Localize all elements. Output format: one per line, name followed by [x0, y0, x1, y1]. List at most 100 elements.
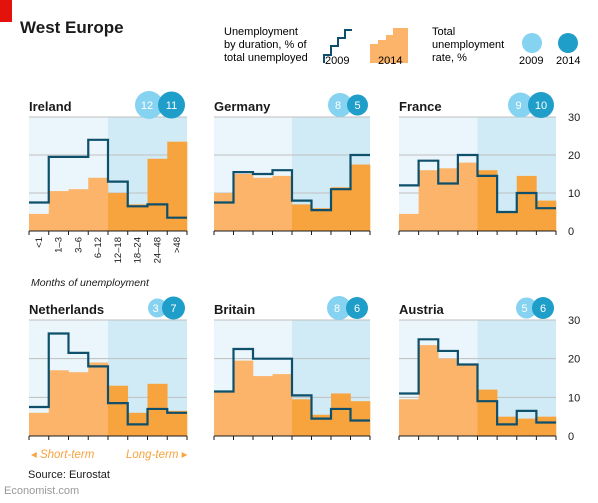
- panel-ireland: Ireland 12 11 <1 1–3 3–6 6–12 12–18 18–24 24–48 >4…: [28, 91, 188, 289]
- legend-year-2009: 2009: [325, 55, 349, 67]
- rate-label-2009: 8: [334, 303, 340, 315]
- bar-2014: [350, 164, 371, 231]
- brand-tab: [0, 0, 12, 22]
- legend-circle-2009: [522, 33, 542, 53]
- rate-circle-2014: [347, 94, 368, 116]
- country-name: Britain: [214, 302, 255, 317]
- bar-2014: [253, 376, 273, 436]
- bar-2014: [214, 391, 234, 436]
- rate-circle-2009: [135, 91, 163, 119]
- legend-duration-label: total unemployed: [224, 52, 308, 64]
- bar-2014: [536, 416, 557, 436]
- bar-2014: [167, 141, 188, 231]
- rate-label-2009: 8: [335, 100, 341, 112]
- bar-2014: [147, 158, 168, 231]
- rate-label-2014: 7: [170, 303, 176, 315]
- rate-label-2014: 10: [535, 100, 547, 112]
- bar-2014: [399, 213, 419, 231]
- bar-2014: [457, 162, 478, 231]
- legend-duration-label: Unemployment: [224, 26, 298, 38]
- rate-label-2014: 6: [354, 303, 360, 315]
- panel-britain: Britain 8 6: [213, 296, 371, 440]
- rate-circle-2014: [528, 92, 554, 118]
- bar-2014: [272, 175, 293, 231]
- rate-label-2014: 6: [540, 303, 546, 315]
- rate-label-2009: 5: [521, 303, 527, 315]
- x-tick-label: <1: [34, 237, 45, 248]
- page-title: West Europe: [20, 18, 124, 37]
- rate-circle-2014: [346, 297, 368, 319]
- bar-2014: [167, 410, 188, 436]
- source-note: Source: Eurostat: [28, 469, 110, 481]
- bar-2014: [418, 345, 439, 436]
- bar-2014: [48, 370, 69, 436]
- bar-2014: [331, 393, 351, 436]
- bar-2014: [350, 401, 371, 436]
- legend-year-2014: 2014: [378, 55, 402, 67]
- bar-2014: [108, 193, 129, 231]
- rate-circle-2009: [327, 296, 351, 320]
- rate-label-2009: 3: [152, 303, 158, 315]
- bar-2014: [311, 414, 332, 436]
- bar-2014: [68, 372, 89, 436]
- bar-2014: [418, 170, 439, 231]
- line-2009: [399, 153, 556, 214]
- panel-france: France 9 10 0 10 20 30: [398, 92, 580, 238]
- y-tick-label: 30: [568, 112, 580, 124]
- x-tick-label: 6–12: [93, 237, 104, 258]
- rate-circle-2009: [508, 92, 533, 118]
- rate-label-2009: 9: [515, 100, 521, 112]
- legend-year-2009: 2009: [519, 55, 543, 67]
- x-tick-label: 12–18: [113, 237, 124, 263]
- bar-2014: [88, 177, 109, 231]
- panel-austria: Austria 5 6 0 10 20 30: [398, 297, 580, 443]
- bar-2014: [399, 399, 419, 436]
- rate-label-2009: 12: [141, 100, 153, 112]
- bar-2014: [214, 193, 234, 231]
- country-name: Germany: [214, 99, 271, 114]
- country-name: Ireland: [29, 99, 72, 114]
- bar-2014: [331, 187, 351, 231]
- line-2009: [214, 347, 370, 422]
- bar-2014: [68, 189, 89, 231]
- rate-circle-2014: [532, 297, 554, 319]
- bar-2014: [48, 191, 69, 231]
- rate-circle-2009: [148, 298, 167, 318]
- bar-2014: [233, 360, 254, 436]
- legend-rate-label: unemployment: [432, 39, 504, 51]
- y-tick-label: 10: [568, 188, 580, 200]
- legend-rate-label: Total: [432, 26, 455, 38]
- legend-year-2014: 2014: [556, 55, 580, 67]
- bar-2014: [88, 362, 109, 436]
- bar-2014: [438, 168, 459, 231]
- x-tick-label: 18–24: [133, 237, 144, 263]
- y-tick-label: 10: [568, 392, 580, 404]
- line-2009: [29, 138, 187, 219]
- rate-circle-2014: [158, 91, 185, 119]
- bar-2014: [29, 213, 50, 231]
- bar-2014: [233, 174, 254, 231]
- bar-2014: [272, 374, 293, 436]
- credit: Economist.com: [4, 485, 80, 497]
- y-tick-label: 0: [568, 226, 574, 238]
- x-tick-label: 3–6: [73, 237, 84, 253]
- bar-2014: [477, 170, 498, 231]
- x-tick-label: 24–48: [152, 237, 163, 263]
- bar-2014: [457, 364, 478, 436]
- legend-bar-2014-swatch: [370, 28, 408, 63]
- panel-netherlands: Netherlands 3 7 ◂ Short-term Long-term ▸: [28, 296, 188, 461]
- legend-circle-2014: [558, 33, 578, 53]
- rate-circle-2014: [162, 296, 185, 320]
- y-tick-label: 20: [568, 354, 580, 366]
- bar-2014: [292, 204, 312, 231]
- y-tick-label: 30: [568, 315, 580, 327]
- x-tick-label: >48: [172, 237, 183, 253]
- y-tick-label: 20: [568, 150, 580, 162]
- country-name: Austria: [399, 302, 445, 317]
- bar-2014: [497, 212, 518, 231]
- bar-2014: [536, 200, 557, 231]
- bar-2014: [292, 399, 312, 436]
- line-2009: [399, 338, 556, 426]
